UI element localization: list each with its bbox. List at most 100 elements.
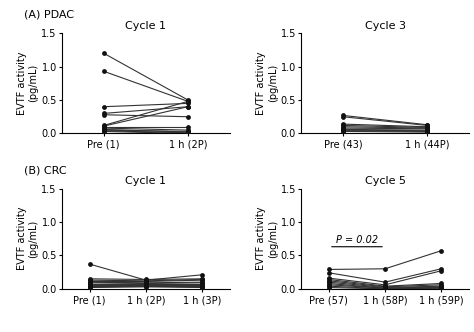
Y-axis label: EVTF activity
(pg/mL): EVTF activity (pg/mL) <box>256 207 278 271</box>
Point <box>184 131 192 136</box>
Point <box>142 281 150 286</box>
Point <box>142 280 150 286</box>
Point <box>198 284 206 289</box>
Point <box>438 286 445 291</box>
Point <box>381 282 389 288</box>
Point <box>184 127 192 133</box>
Point <box>325 282 333 288</box>
Point <box>100 127 108 133</box>
Point <box>100 112 108 118</box>
Point <box>325 278 333 284</box>
Point <box>198 280 206 286</box>
Point <box>381 284 389 290</box>
Point <box>423 127 431 133</box>
Point <box>184 129 192 135</box>
Point <box>100 124 108 129</box>
Point <box>198 282 206 287</box>
Point <box>423 123 431 128</box>
Text: P = 0.02: P = 0.02 <box>336 235 378 245</box>
Point <box>339 114 346 120</box>
Text: (A) PDAC: (A) PDAC <box>24 10 73 20</box>
Point <box>339 113 346 118</box>
Point <box>325 277 333 282</box>
Point <box>325 284 333 289</box>
Point <box>100 104 108 109</box>
Point <box>86 282 93 287</box>
Point <box>184 130 192 135</box>
Point <box>198 282 206 288</box>
Point <box>198 285 206 290</box>
Title: Cycle 3: Cycle 3 <box>365 21 406 31</box>
Point <box>142 284 150 290</box>
Point <box>381 284 389 289</box>
Point <box>86 284 93 289</box>
Point <box>438 281 445 286</box>
Point <box>339 122 346 127</box>
Point <box>198 280 206 285</box>
Point <box>100 128 108 133</box>
Point <box>142 278 150 283</box>
Point <box>198 283 206 288</box>
Point <box>100 69 108 74</box>
Point <box>86 280 93 285</box>
Point <box>86 279 93 284</box>
Point <box>381 266 389 272</box>
Point <box>438 284 445 289</box>
Point <box>142 278 150 284</box>
Point <box>339 127 346 133</box>
Point <box>339 127 346 132</box>
Point <box>339 124 346 129</box>
Y-axis label: EVTF activity
(pg/mL): EVTF activity (pg/mL) <box>17 207 38 271</box>
Point <box>438 282 445 288</box>
Point <box>438 248 445 253</box>
Point <box>86 282 93 288</box>
Point <box>142 279 150 284</box>
Point <box>184 124 192 129</box>
Point <box>423 129 431 135</box>
Point <box>86 285 93 290</box>
Point <box>100 129 108 134</box>
Point <box>198 272 206 278</box>
Point <box>184 101 192 106</box>
Y-axis label: EVTF activity
(pg/mL): EVTF activity (pg/mL) <box>17 51 38 115</box>
Point <box>142 283 150 288</box>
Point <box>423 128 431 133</box>
Point <box>423 122 431 127</box>
Point <box>184 104 192 109</box>
Point <box>100 50 108 56</box>
Point <box>325 276 333 281</box>
Point <box>184 129 192 134</box>
Point <box>100 123 108 128</box>
Point <box>142 284 150 289</box>
Title: Cycle 5: Cycle 5 <box>365 176 406 187</box>
Point <box>184 104 192 109</box>
Point <box>86 284 93 290</box>
Title: Cycle 1: Cycle 1 <box>125 21 166 31</box>
Point <box>100 127 108 132</box>
Point <box>142 277 150 282</box>
Point <box>438 286 445 291</box>
Point <box>325 267 333 272</box>
Point <box>381 286 389 291</box>
Point <box>198 284 206 290</box>
Y-axis label: EVTF activity
(pg/mL): EVTF activity (pg/mL) <box>256 51 278 115</box>
Text: (B) CRC: (B) CRC <box>24 165 66 175</box>
Point <box>100 111 108 116</box>
Point <box>325 270 333 276</box>
Point <box>142 282 150 288</box>
Point <box>339 128 346 133</box>
Point <box>438 266 445 272</box>
Point <box>198 276 206 282</box>
Point <box>381 285 389 290</box>
Title: Cycle 1: Cycle 1 <box>125 176 166 187</box>
Point <box>86 262 93 267</box>
Point <box>381 286 389 291</box>
Point <box>184 97 192 103</box>
Point <box>381 286 389 291</box>
Point <box>142 284 150 289</box>
Point <box>423 129 431 134</box>
Point <box>381 286 389 291</box>
Point <box>438 284 445 290</box>
Point <box>86 280 93 286</box>
Point <box>423 125 431 130</box>
